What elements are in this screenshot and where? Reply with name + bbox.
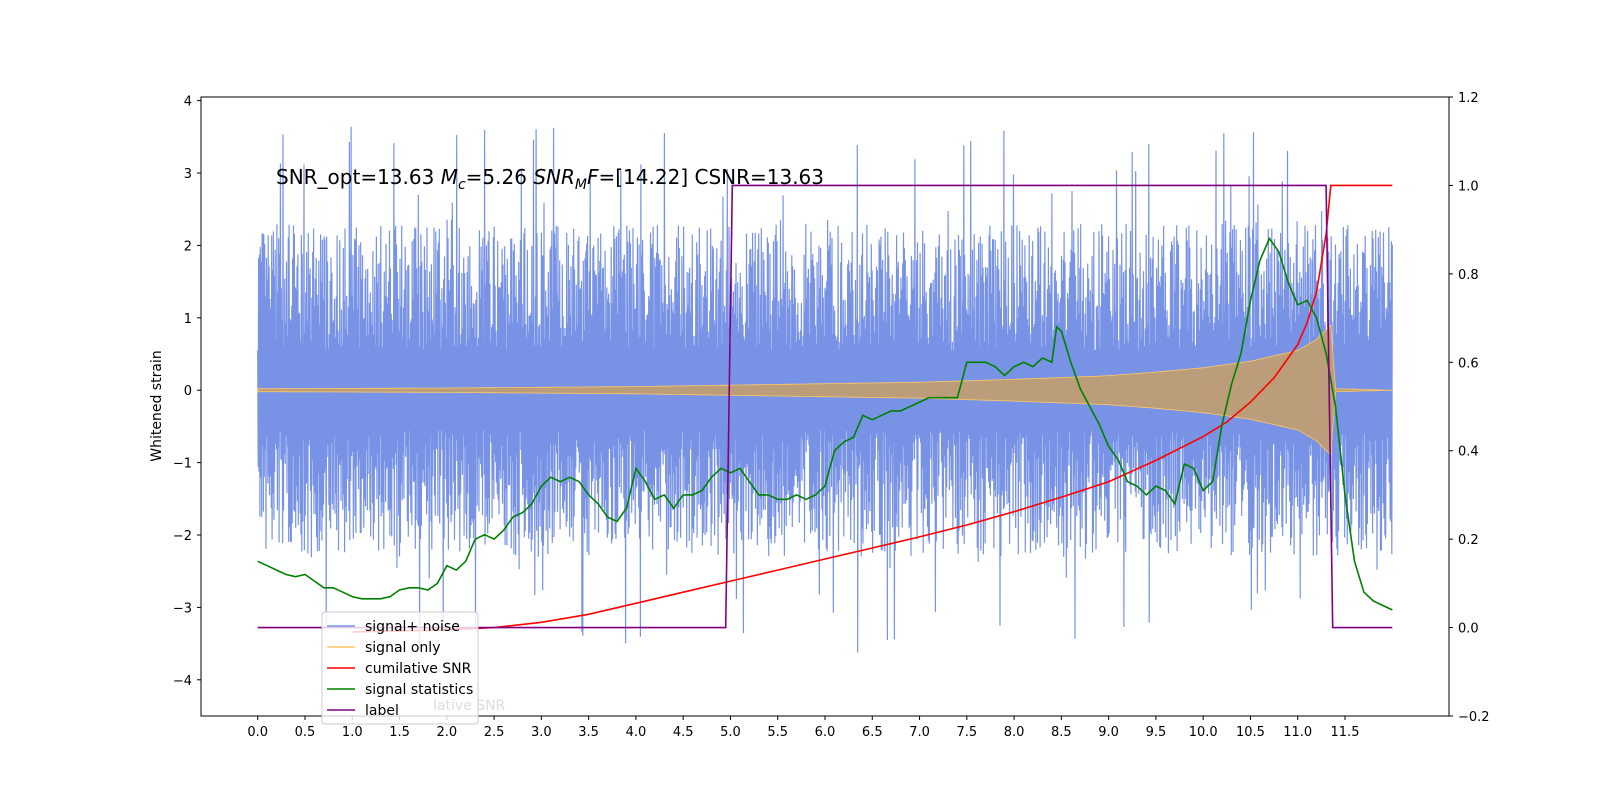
x-axis-ticks: 0.0 0.5 1.0 1.5 2.0 2.5 3.0 3.5 4.0 4.5 5.0 5.5 6.0 6… [247,716,1359,740]
y-left-tick-label: 0 [184,384,192,399]
x-tick-label: 6.5 [862,725,883,740]
x-tick-label: 7.0 [909,725,930,740]
x-tick-label: 9.0 [1098,725,1119,740]
x-tick-label: 2.5 [484,725,505,740]
y-right-tick-label: 1.0 [1458,179,1479,194]
y-right-tick-label: 1.2 [1458,91,1479,106]
x-tick-label: 0.5 [295,725,316,740]
y-left-tick-label: −4 [173,674,192,689]
annotation-part-3: =[14.22] CSNR=13.63 [599,165,825,189]
x-tick-label: 5.5 [767,725,788,740]
x-tick-label: 7.5 [956,725,977,740]
x-tick-label: 3.5 [578,725,599,740]
x-tick-label: 8.0 [1004,725,1025,740]
y-left-tick-label: 3 [184,167,192,182]
series-signal-only [257,324,1393,457]
legend-label: signal statistics [365,682,473,698]
x-tick-label: 4.0 [626,725,647,740]
x-tick-label: 2.0 [436,725,457,740]
y-right-tick-label: 0.4 [1458,445,1479,460]
x-tick-label: 10.5 [1236,725,1265,740]
axes-layer: 0.0 0.5 1.0 1.5 2.0 2.5 3.0 3.5 4.0 4.5 5.0 5.5 6.0 6… [149,91,1490,740]
y-right-tick-label: −0.2 [1458,710,1490,725]
y-left-tick-label: −1 [173,457,192,472]
annotation-snr-symbol: SNR [533,165,575,189]
legend-label: cumilative SNR [365,661,472,677]
annotation-layer: SNR_opt=13.63 Mc=5.26 SNRMF=[14.22] CSNR… [276,165,824,193]
y-left-tick-label: 1 [184,312,192,327]
y-left-tick-label: 2 [184,239,192,254]
y-right-tick-label: 0.0 [1458,622,1479,637]
series-label [257,184,1393,629]
y-axis-label: Whitened strain [149,350,165,461]
annotation-snr-sub: M [575,177,587,193]
annotation-part-1: SNR_opt=13.63 [276,165,441,189]
legend-hidden-text: lative SNR [433,698,506,714]
legend-label: label [365,703,399,719]
x-tick-label: 1.5 [389,725,410,740]
x-tick-label: 11.5 [1331,725,1360,740]
x-tick-label: 5.0 [720,725,741,740]
x-tick-label: 9.5 [1146,725,1167,740]
x-tick-label: 8.5 [1051,725,1072,740]
x-tick-label: 0.0 [247,725,268,740]
series-cumulative-snr [352,184,1393,633]
x-tick-label: 11.0 [1283,725,1312,740]
x-tick-label: 10.0 [1189,725,1218,740]
x-tick-label: 3.0 [531,725,552,740]
legend-label: signal+ noise [365,619,460,635]
y-right-tick-label: 0.6 [1458,356,1479,371]
y-left-tick-label: −3 [173,601,192,616]
legend-box [321,611,479,725]
y-right-tick-label: 0.8 [1458,268,1479,283]
x-tick-label: 6.0 [815,725,836,740]
series-signal-statistics [257,236,1393,611]
y-right-tick-label: 0.2 [1458,533,1479,548]
y-axis-left-ticks: 4 3 2 1 0 −1 −2 −3 −4 [173,95,201,689]
annotation-part-2: =5.26 [466,165,534,189]
annotation-mc-sub: c [458,177,466,193]
x-tick-label: 1.0 [342,725,363,740]
y-left-tick-label: 4 [184,95,192,110]
x-tick-label: 4.5 [673,725,694,740]
y-left-tick-label: −2 [173,529,192,544]
series-layer [257,126,1393,653]
annotation-snr-f: F [587,165,599,189]
legend-label: signal only [365,640,440,656]
annotation-mc-symbol: M [441,165,458,189]
y-axis-right-ticks: 1.2 1.0 0.8 0.6 0.4 0.2 0.0 −0.2 [1449,91,1490,725]
annotation-text: SNR_opt=13.63 Mc=5.26 SNRMF=[14.22] CSNR… [276,165,824,193]
legend: lative SNR signal+ noise signal only cumila… [321,611,506,725]
